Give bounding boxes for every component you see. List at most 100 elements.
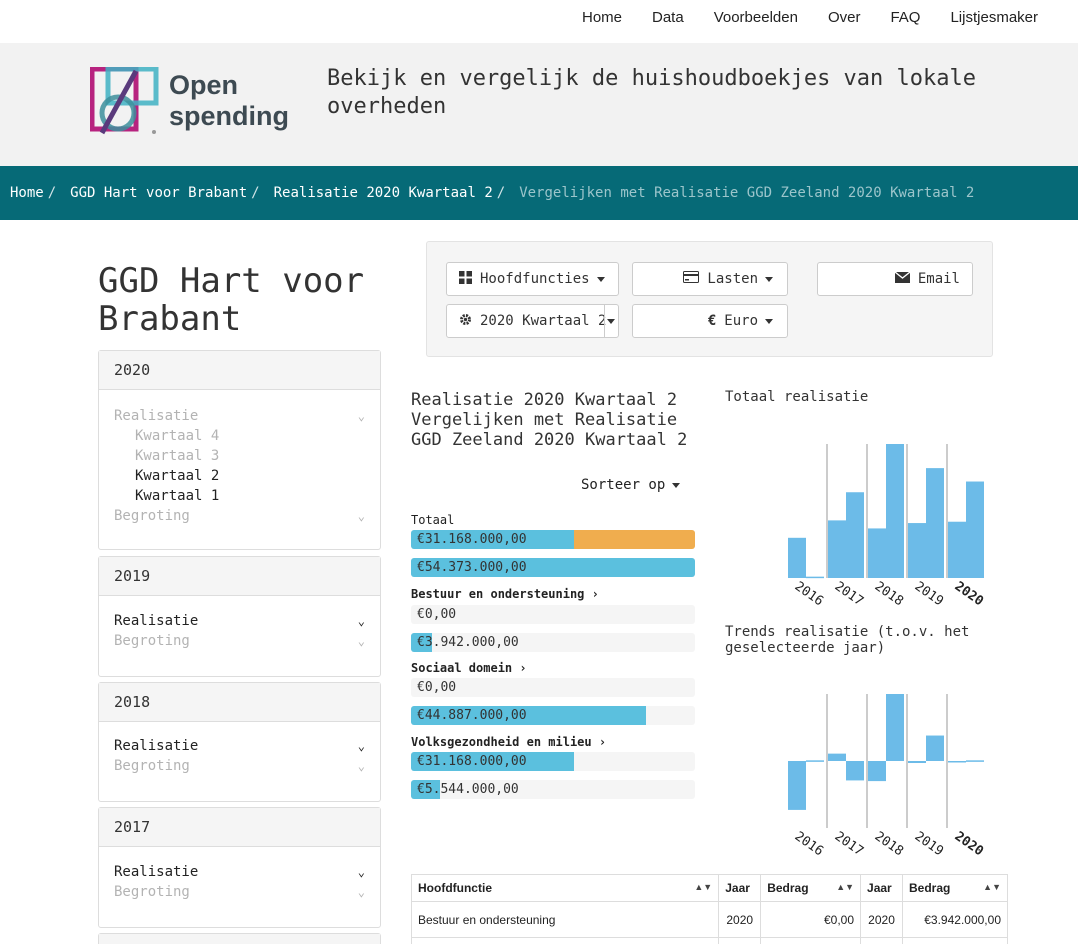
- chart-bar[interactable]: [966, 760, 984, 762]
- breadcrumb-entity[interactable]: GGD Hart voor Brabant: [70, 185, 248, 201]
- sidebar-item-realisatie[interactable]: Realisatie ⌄: [114, 862, 365, 882]
- chart-bar[interactable]: [908, 523, 926, 578]
- bar-value: €0,00: [417, 680, 457, 695]
- breadcrumb-current: Vergelijken met Realisatie GGD Zeeland 2…: [519, 185, 975, 201]
- chart-bar[interactable]: [806, 760, 824, 762]
- year-heading[interactable]: 2020: [99, 351, 380, 390]
- category-volksgezondheid-link[interactable]: Volksgezondheid en milieu ›: [411, 735, 606, 749]
- nav-lijstjesmaker[interactable]: Lijstjesmaker: [950, 9, 1038, 26]
- chevron-down-icon: ⌄: [357, 614, 365, 628]
- hoofdfuncties-dropdown[interactable]: Hoofdfuncties: [446, 262, 619, 296]
- chart-bar[interactable]: [908, 761, 926, 764]
- chart-bar[interactable]: [948, 521, 966, 578]
- bar-fill: [411, 633, 432, 652]
- chart-bar[interactable]: [868, 761, 886, 782]
- sidebar-item-begroting[interactable]: Begroting ⌄: [114, 756, 365, 776]
- year-heading[interactable]: 2019: [99, 557, 380, 596]
- nav-over[interactable]: Over: [827, 9, 861, 26]
- column-header-bedrag[interactable]: Bedrag ▲▼: [760, 874, 862, 902]
- bar-fill: [411, 530, 574, 549]
- open-spending-logo-icon[interactable]: [90, 67, 160, 137]
- chevron-right-icon: ›: [591, 587, 599, 601]
- column-header-label: Bedrag: [767, 881, 809, 895]
- breadcrumb-report[interactable]: Realisatie 2020 Kwartaal 2: [273, 185, 493, 201]
- sidebar-item-realisatie[interactable]: Realisatie ⌄: [114, 406, 365, 426]
- period-dropdown[interactable]: 2020 Kwartaal 2: [446, 304, 619, 338]
- nav-data[interactable]: Data: [652, 9, 684, 26]
- chart-bar[interactable]: [846, 492, 864, 578]
- chart-title-totaal: Totaal realisatie: [725, 389, 869, 405]
- bar-value: €44.887.000,00: [417, 708, 527, 723]
- sidebar-item-label: Begroting: [114, 508, 190, 524]
- column-header-hoofdfunctie[interactable]: Hoofdfunctie ▲▼: [410, 874, 720, 902]
- logo-line-2: spending: [169, 101, 289, 131]
- table-row: Bestuur en ondersteuning 2020 €0,00 2020…: [410, 901, 1008, 938]
- year-heading[interactable]: 2018: [99, 683, 380, 722]
- chevron-down-icon: ⌄: [357, 634, 365, 648]
- sort-dropdown[interactable]: Sorteer op: [581, 477, 681, 493]
- chart-bar[interactable]: [828, 753, 846, 761]
- sidebar-item-begroting[interactable]: Begroting ⌄: [114, 882, 365, 902]
- column-header-jaar[interactable]: Jaar: [718, 874, 762, 902]
- table-cell: [902, 937, 1008, 944]
- category-sociaal-link[interactable]: Sociaal domein ›: [411, 661, 527, 675]
- top-navigation: Home Data Voorbeelden Over FAQ Lijstjesm…: [0, 0, 1078, 43]
- sidebar-item-kwartaal-2[interactable]: Kwartaal 2: [135, 468, 220, 484]
- chart-bar[interactable]: [846, 761, 864, 781]
- lasten-dropdown[interactable]: Lasten: [632, 262, 788, 296]
- table-cell: €3.942.000,00: [902, 901, 1008, 938]
- table-cell: [760, 937, 862, 944]
- comparison-title: Realisatie 2020 Kwartaal 2 Vergelijken m…: [411, 390, 688, 450]
- column-header-label: Bedrag: [909, 881, 951, 895]
- totaal-realisatie-chart: 2016 2017 2018 2019 2020: [788, 444, 986, 609]
- currency-dropdown[interactable]: € Euro: [632, 304, 788, 338]
- year-heading[interactable]: 2017: [99, 808, 380, 847]
- email-button[interactable]: Email: [817, 262, 973, 296]
- logo-text[interactable]: Open spending: [169, 70, 289, 132]
- sidebar-item-begroting[interactable]: Begroting ⌄: [114, 631, 365, 651]
- x-tick-label: 2018: [872, 579, 906, 609]
- sidebar-item-realisatie[interactable]: Realisatie ⌄: [114, 611, 365, 631]
- chart-bar[interactable]: [966, 481, 984, 578]
- chart-bar[interactable]: [948, 761, 966, 763]
- nav-faq[interactable]: FAQ: [890, 9, 921, 26]
- sidebar-item-label: Realisatie: [114, 864, 199, 880]
- table-cell: [410, 937, 720, 944]
- caret-down-icon: [596, 276, 605, 282]
- bar-fill: [411, 752, 574, 771]
- chart-bar[interactable]: [828, 520, 846, 578]
- sidebar-item-kwartaal-1[interactable]: Kwartaal 1: [135, 488, 220, 504]
- chevron-right-icon: ›: [598, 735, 607, 749]
- period-split-toggle[interactable]: [604, 304, 618, 338]
- chevron-down-icon: ⌄: [357, 509, 365, 523]
- bar-value: €31.168.000,00: [417, 532, 527, 547]
- chart-bar[interactable]: [886, 444, 904, 578]
- sort-icon: ▲▼: [694, 882, 713, 892]
- x-tick-label: 2017: [832, 579, 866, 609]
- sidebar-item-kwartaal-3[interactable]: Kwartaal 3: [135, 448, 220, 464]
- sidebar-item-realisatie[interactable]: Realisatie ⌄: [114, 736, 365, 756]
- chart-bar[interactable]: [886, 694, 904, 761]
- table-cell: 2020: [718, 901, 762, 938]
- chart-bar[interactable]: [926, 468, 944, 578]
- year-heading[interactable]: [99, 934, 380, 944]
- column-header-label: Jaar: [867, 881, 892, 895]
- sidebar-item-kwartaal-4[interactable]: Kwartaal 4: [135, 428, 220, 444]
- column-header-jaar-compare[interactable]: Jaar: [860, 874, 904, 902]
- chart-bar[interactable]: [868, 528, 886, 578]
- euro-icon: €: [707, 313, 717, 329]
- sidebar-item-label: Begroting: [114, 633, 190, 649]
- table-cell: €0,00: [760, 901, 862, 938]
- chart-bar[interactable]: [926, 735, 944, 761]
- nav-voorbeelden[interactable]: Voorbeelden: [713, 9, 798, 26]
- nav-home[interactable]: Home: [581, 9, 622, 26]
- grid-icon: [459, 270, 472, 288]
- sidebar-item-begroting[interactable]: Begroting ⌄: [114, 506, 365, 526]
- chart-bar[interactable]: [788, 537, 806, 578]
- category-bestuur-link[interactable]: Bestuur en ondersteuning ›: [411, 587, 599, 601]
- gear-icon: [459, 313, 472, 330]
- breadcrumb-home[interactable]: Home: [10, 185, 44, 201]
- chart-bar[interactable]: [806, 576, 824, 579]
- column-header-bedrag-compare[interactable]: Bedrag ▲▼: [902, 874, 1008, 902]
- chart-bar[interactable]: [788, 761, 806, 810]
